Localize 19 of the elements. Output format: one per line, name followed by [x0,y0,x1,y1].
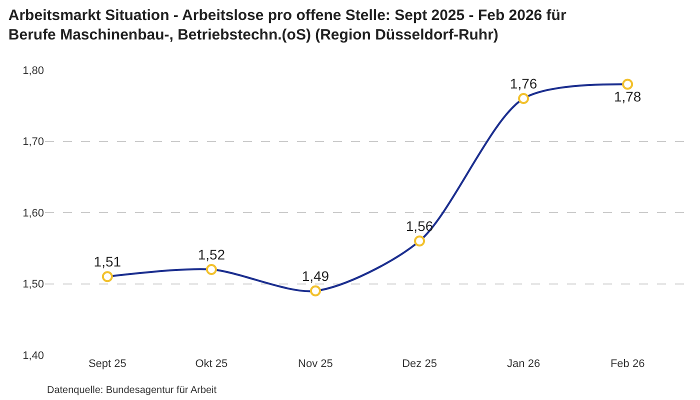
data-label: 1,76 [510,75,538,92]
chart-title: Arbeitsmarkt Situation - Arbeitslose pro offene Stelle: Sept 2025 - Feb 2026 für Berufe Maschinenbau-, Betriebstechn.(oS) (Region Düsseldorf-Ruhr) [8,7,566,44]
y-tick-label: 1,70 [22,136,44,148]
data-label: 1,56 [406,218,434,234]
x-tick-label: Feb 26 [610,358,645,370]
x-tick-label: Dez 25 [402,358,437,370]
x-tick-label: Sept 25 [88,358,126,370]
data-label: 1,52 [198,246,226,262]
data-label: 1,78 [614,88,642,104]
y-tick-label: 1,50 [22,278,44,291]
x-tick-label: Nov 25 [298,358,333,370]
x-tick-label: Jan 26 [507,358,540,370]
x-tick-label: Okt 25 [195,358,228,370]
data-label: 1,49 [302,268,330,284]
text: Datenquelle: Bundesagentur für Arbeit [47,385,217,396]
y-tick-label: 1,80 [22,64,44,77]
y-tick-label: 1,40 [22,350,44,362]
y-tick-label: 1,60 [22,207,44,220]
data-label: 1,51 [94,253,122,270]
